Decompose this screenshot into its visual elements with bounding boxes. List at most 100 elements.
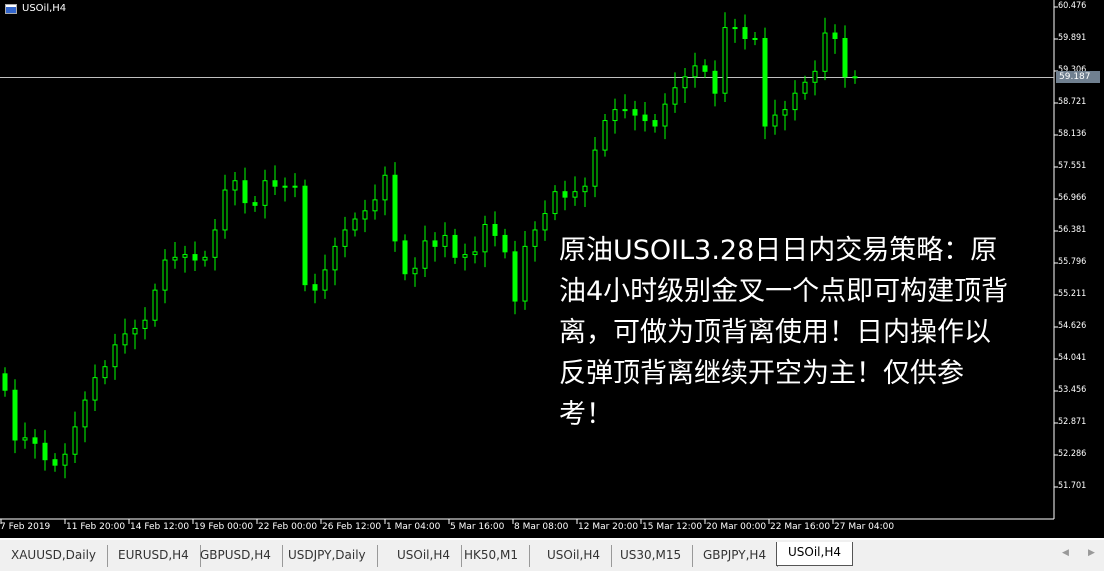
overlay-text: 原油USOIL3.28日日内交易策略：原 油4小时级别金叉一个点即可构建顶背 离，可…	[559, 230, 1008, 435]
candle-body	[342, 229, 348, 247]
time-tick-label: 19 Feb 00:00	[194, 522, 254, 532]
candle-body	[302, 185, 308, 286]
candle-body	[372, 199, 378, 212]
time-tick-label: 1 Mar 04:00	[386, 522, 441, 532]
overlay-text-line: 离，可做为顶背离使用！日内操作以	[559, 317, 991, 348]
candle-body	[322, 269, 328, 291]
time-tick-label: 14 Feb 12:00	[130, 522, 190, 532]
chart-tab[interactable]: US30,M15	[609, 545, 694, 567]
triangle-left-icon[interactable]: ◀	[1062, 548, 1069, 558]
candle-body	[492, 223, 498, 236]
candle-body	[842, 38, 848, 78]
price-tick-label: 56.966	[1058, 193, 1087, 203]
candle-body	[582, 185, 588, 193]
chart-tab[interactable]: USOil,H4	[536, 545, 612, 567]
candle-body	[62, 453, 68, 466]
candle-body	[502, 234, 508, 253]
candle-body	[642, 114, 648, 122]
candle-body	[352, 218, 358, 231]
candle-body	[12, 389, 18, 441]
candle-body	[652, 120, 658, 127]
candle-body	[772, 114, 778, 127]
chart-tab[interactable]: GBPJPY,H4	[692, 545, 779, 567]
candle-body	[122, 333, 128, 346]
triangle-right-icon[interactable]: ▶	[1088, 548, 1095, 558]
candle-body	[562, 191, 568, 198]
price-tick-label: 54.626	[1058, 321, 1087, 331]
chart-tab[interactable]: XAUUSD,Daily	[0, 545, 109, 567]
chart-tab[interactable]: USDJPY,Daily	[277, 545, 378, 567]
time-tick-label: 20 Mar 00:00	[706, 522, 767, 532]
candle-body	[482, 223, 488, 253]
current-price-label: 59.187	[1056, 71, 1100, 83]
candle-body	[632, 109, 638, 116]
candle-body	[32, 437, 38, 444]
time-tick-label: 11 Feb 20:00	[66, 522, 126, 532]
price-tick-label: 56.381	[1058, 225, 1087, 235]
candle-body	[362, 210, 368, 220]
candle-body	[712, 70, 718, 94]
price-tick-label: 54.041	[1058, 353, 1087, 363]
candle-body	[262, 180, 268, 206]
price-tick-label: 53.456	[1058, 385, 1087, 395]
candle-body	[92, 377, 98, 401]
candle-body	[702, 65, 708, 72]
candle-body	[752, 38, 758, 41]
candle-body	[292, 185, 298, 188]
candle-body	[192, 254, 198, 261]
candle-body	[82, 399, 88, 428]
candle-body	[852, 76, 858, 79]
overlay-text-line: 反弹顶背离继续开空为主！仅供参	[559, 358, 964, 389]
time-tick-label: 26 Feb 12:00	[322, 522, 382, 532]
price-tick-label: 59.891	[1058, 33, 1087, 43]
candle-body	[222, 189, 228, 231]
price-chart[interactable]: USOil,H4 60.476 59.891 59.306 58.721 58.136 5…	[0, 0, 1104, 538]
candle-body	[212, 229, 218, 258]
candle-body	[602, 120, 608, 151]
candle-body	[172, 256, 178, 261]
price-tick-label: 55.211	[1058, 289, 1087, 299]
price-tick-label: 60.476	[1058, 1, 1087, 11]
candle-body	[282, 185, 288, 188]
candle-body	[732, 27, 738, 30]
candle-body	[542, 213, 548, 231]
candle-body	[132, 327, 138, 335]
candle-body	[252, 202, 258, 206]
chart-tab[interactable]: HK50,M1	[453, 545, 530, 567]
candle-body	[812, 70, 818, 83]
candle-body	[512, 251, 518, 302]
candle-body	[762, 38, 768, 127]
candle-body	[462, 254, 468, 258]
price-tick-label: 52.286	[1058, 449, 1087, 459]
candle-body	[162, 259, 168, 291]
price-tick-label: 57.551	[1058, 161, 1087, 171]
candle-body	[472, 251, 478, 256]
chart-tab[interactable]: USOil,H4	[386, 545, 462, 567]
candle-body	[392, 174, 398, 242]
candle-body	[422, 240, 428, 269]
overlay-text-line: 原油USOIL3.28日日内交易策略：原	[559, 235, 998, 266]
candle-body	[412, 267, 418, 275]
candle-body	[532, 229, 538, 247]
candle-body	[182, 254, 188, 258]
time-tick-label: 8 Mar 08:00	[514, 522, 569, 532]
candle-body	[452, 234, 458, 258]
candle-body	[832, 32, 838, 40]
candle-body	[232, 180, 238, 191]
candle-body	[72, 426, 78, 455]
candle-body	[432, 240, 438, 247]
price-tick-label: 59.306	[1058, 65, 1087, 75]
candle-body	[152, 289, 158, 321]
chart-tab[interactable]: EURUSD,H4	[107, 545, 201, 567]
candle-body	[622, 109, 628, 112]
candle-body	[402, 240, 408, 275]
candle-body	[822, 32, 828, 72]
chart-tab[interactable]: GBPUSD,H4	[189, 545, 283, 567]
candlestick-plot[interactable]	[0, 0, 1104, 538]
chart-tab-bar: XAUUSD,Daily EURUSD,H4 GBPUSD,H4 USDJPY,Dai…	[0, 538, 1104, 571]
candle-body	[802, 81, 808, 94]
candle-body	[522, 245, 528, 302]
price-tick-label: 55.796	[1058, 257, 1087, 267]
candle-body	[272, 180, 278, 187]
chart-tab[interactable]: USOil,H4	[776, 542, 853, 566]
